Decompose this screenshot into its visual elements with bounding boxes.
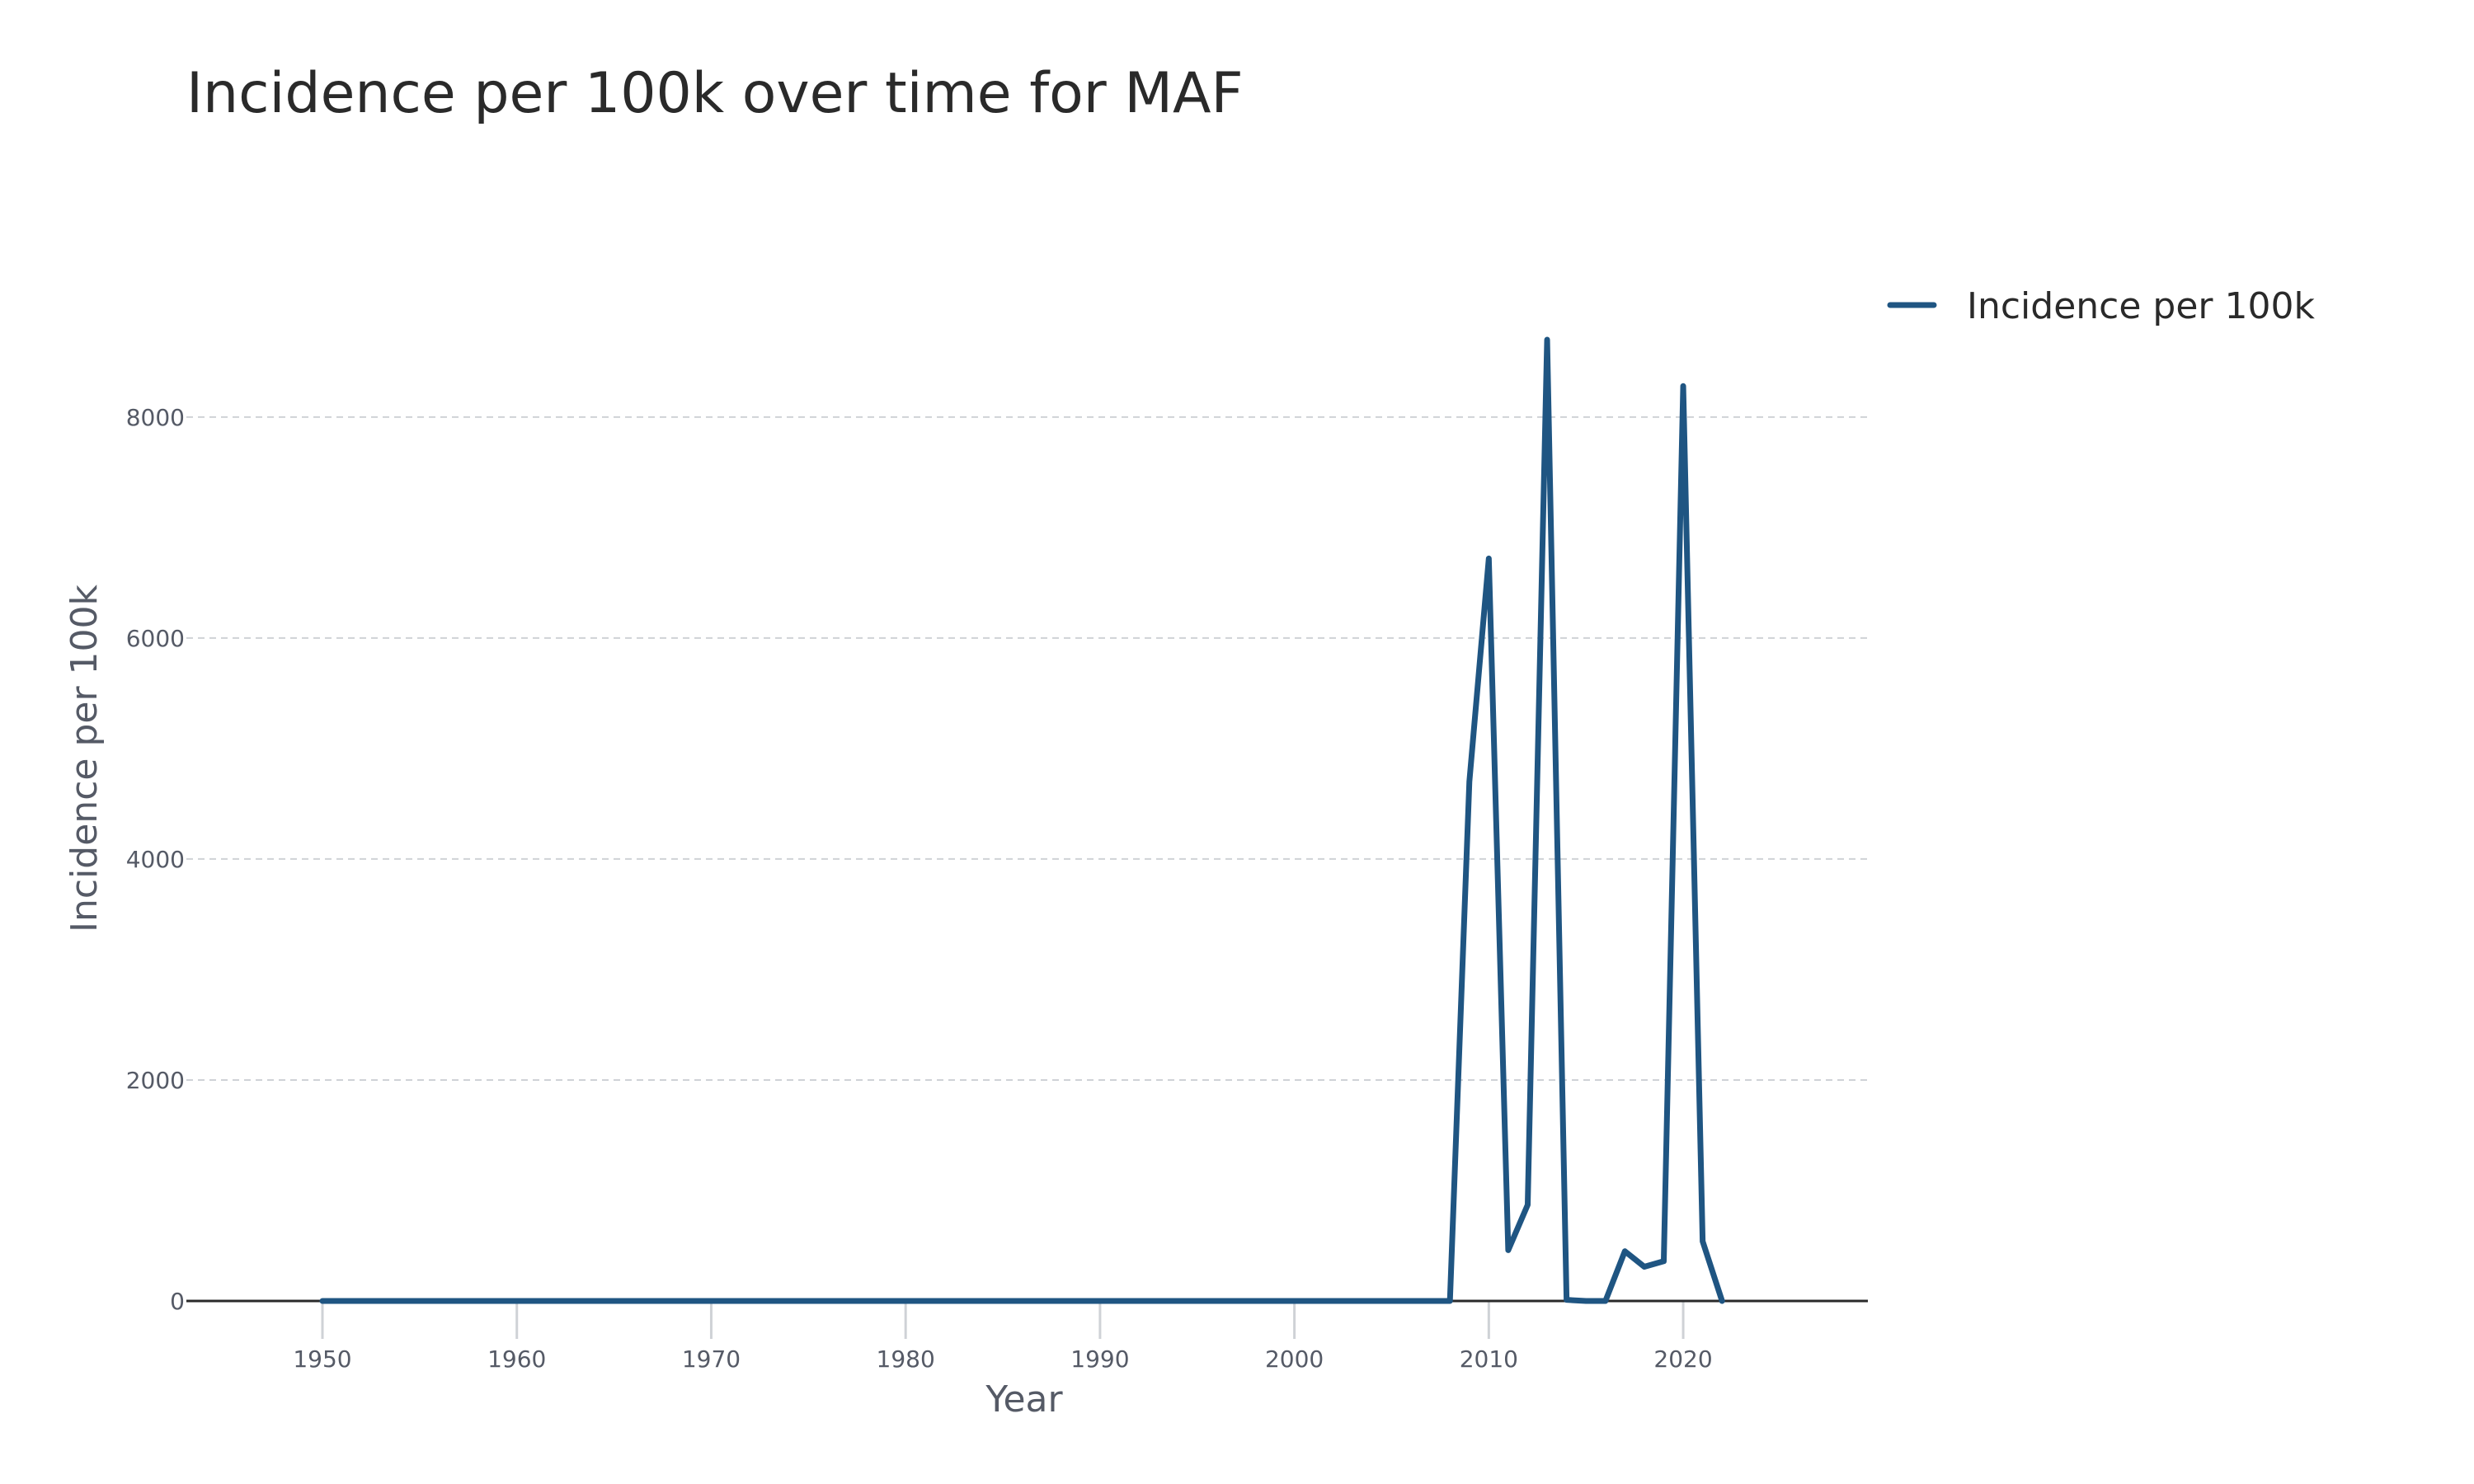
data-point-1969[interactable] bbox=[689, 1298, 694, 1303]
data-point-2022[interactable] bbox=[1719, 1298, 1724, 1303]
data-point-1967[interactable] bbox=[651, 1298, 656, 1303]
series-layer bbox=[319, 336, 1725, 1304]
data-point-1981[interactable] bbox=[923, 1298, 928, 1303]
data-point-1982[interactable] bbox=[942, 1298, 947, 1303]
data-point-1980[interactable] bbox=[903, 1298, 908, 1303]
data-point-1992[interactable] bbox=[1136, 1298, 1141, 1303]
data-point-2009[interactable] bbox=[1467, 779, 1472, 784]
x-tick-label-1950: 1950 bbox=[293, 1345, 351, 1373]
data-point-2005[interactable] bbox=[1389, 1298, 1394, 1303]
y-tick-label-8000: 8000 bbox=[126, 404, 185, 431]
data-point-2020[interactable] bbox=[1681, 383, 1686, 388]
data-point-1968[interactable] bbox=[670, 1298, 675, 1303]
data-point-2006[interactable] bbox=[1409, 1298, 1413, 1303]
y-tick-label-4000: 4000 bbox=[126, 846, 185, 873]
data-point-2018[interactable] bbox=[1642, 1264, 1647, 1269]
data-point-2000[interactable] bbox=[1292, 1298, 1297, 1303]
data-point-1970[interactable] bbox=[708, 1298, 713, 1303]
data-point-1961[interactable] bbox=[534, 1298, 539, 1303]
data-point-2010[interactable] bbox=[1486, 556, 1491, 561]
x-tick-label-1980: 1980 bbox=[877, 1345, 935, 1373]
data-point-2017[interactable] bbox=[1622, 1249, 1627, 1254]
data-point-1974[interactable] bbox=[787, 1298, 792, 1303]
y-tick-label-6000: 6000 bbox=[126, 625, 185, 652]
data-point-1996[interactable] bbox=[1214, 1298, 1219, 1303]
data-point-1973[interactable] bbox=[767, 1298, 772, 1303]
data-point-2013[interactable] bbox=[1545, 337, 1550, 342]
data-point-2003[interactable] bbox=[1350, 1298, 1355, 1303]
data-point-1987[interactable] bbox=[1039, 1298, 1044, 1303]
gridlines bbox=[186, 416, 1868, 1081]
data-point-2019[interactable] bbox=[1661, 1259, 1666, 1264]
data-point-1999[interactable] bbox=[1272, 1298, 1277, 1303]
series-line-0[interactable] bbox=[319, 336, 1725, 1304]
data-point-1985[interactable] bbox=[1000, 1298, 1005, 1303]
y-axis-label: Incidence per 100k bbox=[63, 585, 106, 932]
data-point-1977[interactable] bbox=[844, 1298, 849, 1303]
x-tick-label-1960: 1960 bbox=[487, 1345, 546, 1373]
data-point-1972[interactable] bbox=[748, 1298, 753, 1303]
data-point-1979[interactable] bbox=[884, 1298, 889, 1303]
data-point-1991[interactable] bbox=[1117, 1298, 1122, 1303]
data-point-1971[interactable] bbox=[728, 1298, 733, 1303]
data-point-1989[interactable] bbox=[1078, 1298, 1083, 1303]
data-point-1955[interactable] bbox=[417, 1298, 422, 1303]
data-point-1950[interactable] bbox=[320, 1298, 325, 1303]
data-point-2001[interactable] bbox=[1311, 1298, 1316, 1303]
data-point-2016[interactable] bbox=[1603, 1298, 1608, 1303]
data-point-1995[interactable] bbox=[1195, 1298, 1200, 1303]
data-point-2021[interactable] bbox=[1700, 1239, 1705, 1244]
y-tick-label-2000: 2000 bbox=[126, 1067, 185, 1094]
data-point-1964[interactable] bbox=[592, 1298, 597, 1303]
data-point-1988[interactable] bbox=[1059, 1298, 1064, 1303]
data-point-2002[interactable] bbox=[1331, 1298, 1336, 1303]
data-point-1998[interactable] bbox=[1253, 1298, 1258, 1303]
data-point-1983[interactable] bbox=[962, 1298, 967, 1303]
data-point-2014[interactable] bbox=[1564, 1298, 1569, 1303]
chart-title: Incidence per 100k over time for MAF bbox=[186, 61, 1244, 126]
legend-label: Incidence per 100k bbox=[1967, 285, 2315, 327]
x-tick-label-1990: 1990 bbox=[1070, 1345, 1129, 1373]
data-point-1997[interactable] bbox=[1234, 1298, 1239, 1303]
data-point-1954[interactable] bbox=[397, 1298, 402, 1303]
x-axis-ticks: 1950 1960 1970 1980 1990 2000 2010 2020 bbox=[293, 1301, 1713, 1373]
data-point-1990[interactable] bbox=[1098, 1298, 1103, 1303]
data-point-2012[interactable] bbox=[1525, 1202, 1530, 1207]
data-point-1965[interactable] bbox=[612, 1298, 617, 1303]
data-point-2007[interactable] bbox=[1428, 1298, 1433, 1303]
data-point-1952[interactable] bbox=[359, 1298, 364, 1303]
x-tick-label-2000: 2000 bbox=[1265, 1345, 1324, 1373]
x-tick-label-1970: 1970 bbox=[682, 1345, 741, 1373]
x-axis-label: Year bbox=[985, 1378, 1063, 1421]
data-point-1953[interactable] bbox=[379, 1298, 383, 1303]
y-tick-label-0: 0 bbox=[170, 1288, 185, 1315]
data-point-1959[interactable] bbox=[495, 1298, 500, 1303]
data-point-1963[interactable] bbox=[572, 1298, 577, 1303]
data-point-2011[interactable] bbox=[1506, 1247, 1511, 1252]
data-point-1966[interactable] bbox=[631, 1298, 636, 1303]
data-point-1986[interactable] bbox=[1020, 1298, 1025, 1303]
data-point-1976[interactable] bbox=[825, 1298, 830, 1303]
y-axis-ticks: 0 2000 4000 6000 8000 bbox=[126, 404, 185, 1315]
data-point-1978[interactable] bbox=[864, 1298, 869, 1303]
data-point-1957[interactable] bbox=[456, 1298, 461, 1303]
data-point-1984[interactable] bbox=[981, 1298, 985, 1303]
data-point-1962[interactable] bbox=[553, 1298, 558, 1303]
data-point-1958[interactable] bbox=[476, 1298, 481, 1303]
x-tick-label-2020: 2020 bbox=[1653, 1345, 1712, 1373]
data-point-1956[interactable] bbox=[436, 1298, 441, 1303]
data-point-1960[interactable] bbox=[515, 1298, 520, 1303]
data-point-2004[interactable] bbox=[1370, 1298, 1375, 1303]
x-tick-label-2010: 2010 bbox=[1460, 1345, 1518, 1373]
data-point-1975[interactable] bbox=[806, 1298, 811, 1303]
data-point-1994[interactable] bbox=[1175, 1298, 1180, 1303]
legend[interactable]: Incidence per 100k bbox=[1887, 285, 2315, 327]
data-point-1993[interactable] bbox=[1156, 1298, 1161, 1303]
data-point-2008[interactable] bbox=[1447, 1298, 1452, 1303]
data-point-1951[interactable] bbox=[340, 1298, 345, 1303]
data-point-2015[interactable] bbox=[1583, 1298, 1588, 1303]
